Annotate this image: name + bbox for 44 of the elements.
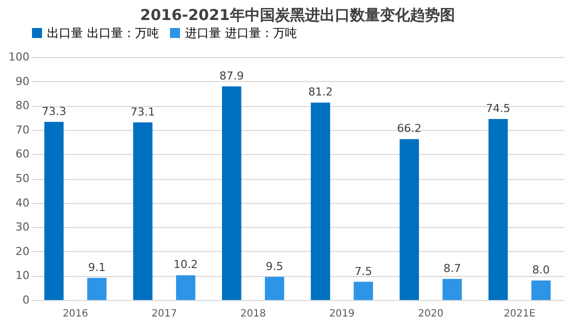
y-tick-label: 50 [16,172,30,185]
x-tick-label: 2016 [62,308,88,320]
y-tick-label: 40 [16,196,30,210]
x-tick-label: 2020 [418,308,444,320]
chart-title: 2016-2021年中国炭黑进出口数量变化趋势图 [140,6,455,24]
bar [442,278,462,300]
bar [488,118,508,300]
y-tick-label: 30 [16,220,30,234]
bar [87,278,107,300]
bar [354,282,374,300]
bar [400,139,419,300]
data-label: 73.1 [130,105,156,118]
y-tick-label: 70 [16,123,30,136]
data-label: 74.5 [486,102,510,115]
x-tick-label: 2018 [240,308,266,320]
y-tick-label: 90 [16,74,30,88]
legend-label: 进口量 进口量：万吨 [185,26,297,40]
bar [222,86,242,300]
bar [44,122,64,300]
legend-label: 出口量 出口量：万吨 [47,26,159,40]
data-label: 87.9 [219,69,244,82]
data-label: 73.3 [42,104,66,118]
bar [133,122,152,300]
data-label: 8.0 [532,264,550,277]
x-tick-label: 2019 [329,308,355,320]
data-label: 66.2 [397,122,422,136]
data-label: 81.2 [308,86,333,99]
bar [264,276,284,300]
data-label: 7.5 [354,264,372,278]
y-tick-label: 10 [16,269,30,282]
data-label: 10.2 [173,258,198,272]
bar [531,280,551,300]
bar [310,102,330,300]
x-tick-label: 2017 [152,308,177,320]
data-label: 8.7 [443,262,461,275]
data-label: 9.5 [266,260,284,273]
y-tick-label: 20 [16,244,30,258]
y-tick-label: 80 [16,99,30,112]
x-tick-label: 2021E [504,308,536,320]
bar [176,275,196,300]
y-tick-label: 0 [22,294,30,306]
data-label: 9.1 [88,260,106,274]
y-tick-label: 100 [8,50,30,64]
y-tick-label: 60 [16,148,30,161]
